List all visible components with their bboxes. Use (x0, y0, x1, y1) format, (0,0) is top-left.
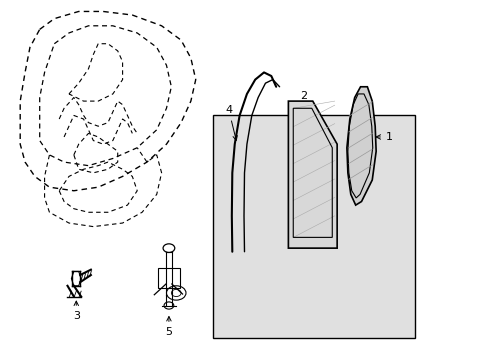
Text: 1: 1 (375, 132, 392, 142)
Bar (212, 116, 414, 338)
Polygon shape (346, 87, 375, 205)
Text: 3: 3 (73, 301, 80, 321)
Text: 5: 5 (165, 316, 172, 337)
Text: 2: 2 (300, 91, 307, 110)
Text: 4: 4 (225, 105, 237, 140)
Polygon shape (288, 101, 336, 248)
Bar (158, 268, 179, 288)
